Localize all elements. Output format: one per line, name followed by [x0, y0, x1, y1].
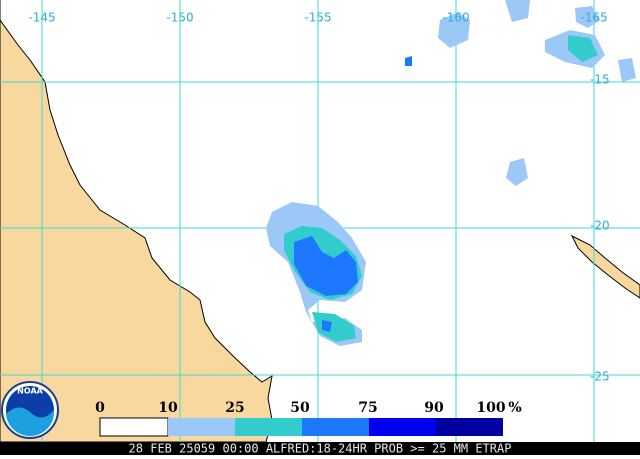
logo-text: NOAA: [17, 387, 43, 396]
prob-50-75: [405, 56, 412, 66]
latitude-label: -20: [590, 219, 610, 233]
legend-swatch: [235, 418, 302, 436]
prob-50-75: [322, 320, 332, 332]
latitude-label: -25: [590, 370, 610, 384]
prob-10-25: [506, 158, 528, 186]
prob-10-25: [618, 58, 636, 82]
prob-10-25: [575, 6, 600, 28]
legend-swatch: [369, 418, 436, 436]
legend-unit: %: [508, 400, 521, 416]
longitude-label: -165: [580, 11, 607, 25]
prob-10-25: [505, 0, 530, 22]
legend-label: 75: [358, 400, 377, 416]
logo-sea: [6, 407, 55, 437]
caption: 28 FEB 25059 00:00 ALFRED:18-24HR PROB >…: [129, 442, 512, 456]
land-new-caledonia: [570, 234, 640, 299]
legend-label: 90: [424, 400, 444, 416]
legend: 0 10 25 50 75 90 100 %: [95, 400, 522, 437]
legend-swatch: [99, 417, 169, 437]
longitude-label: -155: [304, 11, 331, 25]
land-australia: [0, 0, 273, 443]
prob-25-50: [312, 312, 356, 342]
legend-label: 0: [95, 400, 105, 416]
legend-swatch: [168, 418, 235, 436]
prob-50-75: [294, 236, 358, 296]
probability-field: [266, 0, 636, 346]
longitude-label: -145: [28, 11, 55, 25]
prob-25-50: [568, 35, 598, 62]
legend-label: 25: [225, 400, 244, 416]
prob-10-25: [438, 12, 470, 48]
caption-bar: [0, 442, 640, 455]
longitude-label: -160: [442, 11, 469, 25]
noaa-logo: NOAA: [1, 381, 59, 439]
legend-label: 100: [476, 400, 505, 416]
legend-swatch: [302, 418, 369, 436]
latitude-label: -15: [590, 73, 610, 87]
legend-swatch: [436, 418, 503, 436]
legend-label: 50: [290, 400, 310, 416]
longitude-label: -150: [166, 11, 193, 25]
legend-label: 10: [158, 400, 178, 416]
